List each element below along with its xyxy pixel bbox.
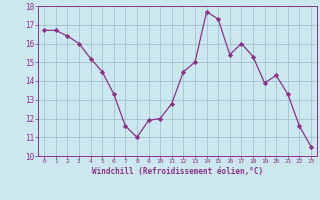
X-axis label: Windchill (Refroidissement éolien,°C): Windchill (Refroidissement éolien,°C) xyxy=(92,167,263,176)
